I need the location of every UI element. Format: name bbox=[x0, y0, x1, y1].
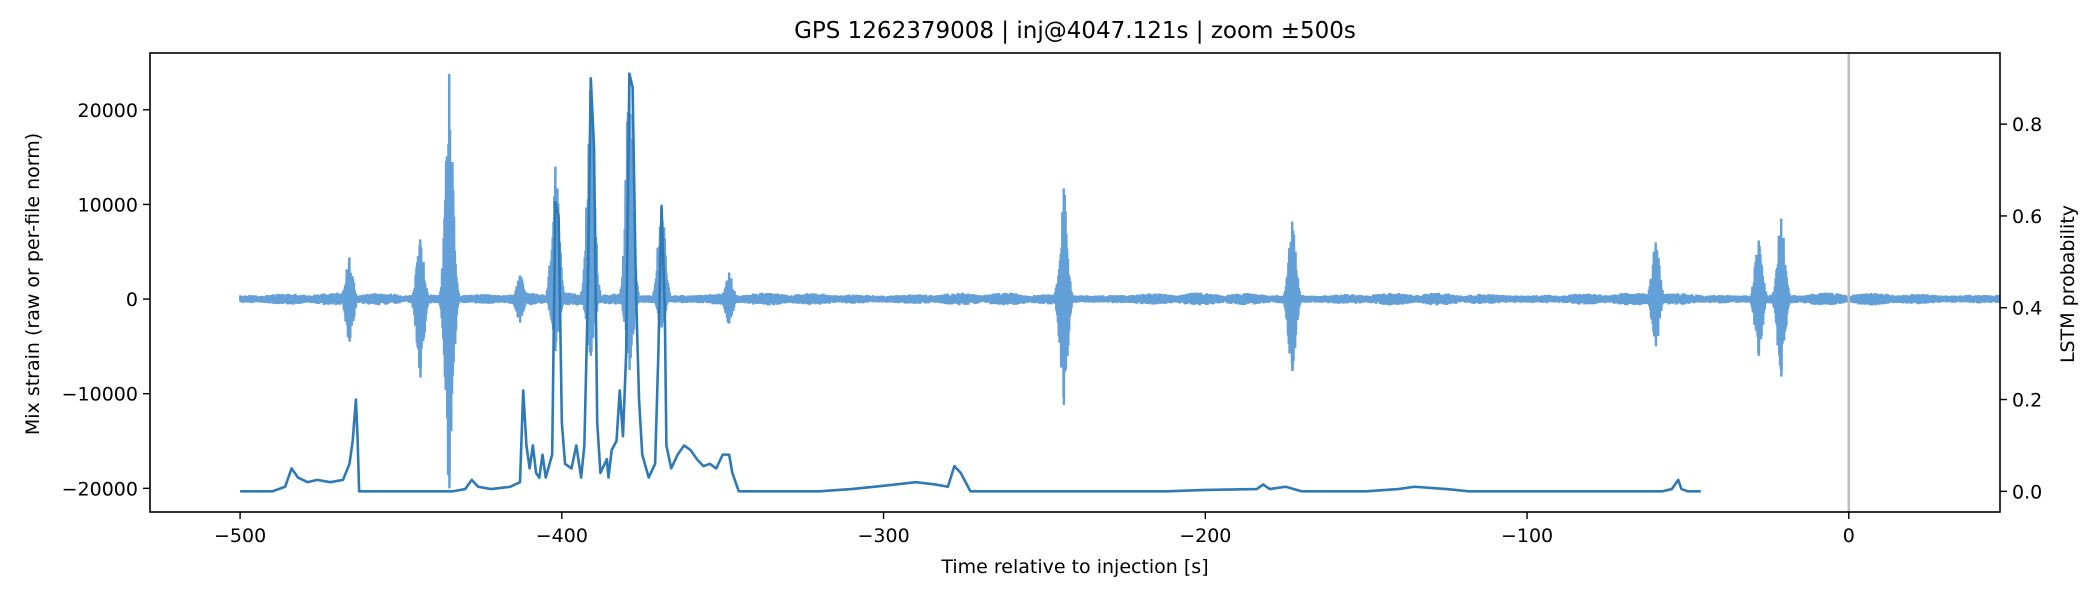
x-tick-label: −300 bbox=[857, 525, 909, 547]
y-left-tick-label: 10000 bbox=[78, 194, 138, 216]
y-left-tick-label: 0 bbox=[126, 289, 138, 311]
y-left-tick-label: −20000 bbox=[62, 478, 138, 500]
axes: −500 −400 −300 −200 −100 0 −20000 −10000 0 10000 2… bbox=[62, 52, 2042, 547]
x-tick-label: −200 bbox=[1179, 525, 1231, 547]
x-tick-label: 0 bbox=[1843, 525, 1855, 547]
plot-area bbox=[238, 53, 2000, 512]
series-line-mix-strain bbox=[238, 73, 2000, 489]
y-left-tick-label: 20000 bbox=[78, 100, 138, 122]
y-right-tick-label: 0.6 bbox=[2012, 206, 2042, 228]
plot-frame bbox=[149, 52, 2001, 513]
y-right-tick-label: 0.2 bbox=[2012, 390, 2042, 412]
x-axis-label: Time relative to injection [s] bbox=[940, 556, 1208, 578]
x-tick-label: −500 bbox=[214, 525, 266, 547]
y-left-tick-label: −10000 bbox=[62, 384, 138, 406]
y-axis-left-label: Mix strain (raw or per-file norm) bbox=[22, 133, 44, 435]
x-tick-label: −100 bbox=[1501, 525, 1553, 547]
y-axis-right-label: LSTM probability bbox=[2057, 205, 2079, 363]
x-tick-label: −400 bbox=[536, 525, 588, 547]
y-right-tick-label: 0.8 bbox=[2012, 114, 2042, 136]
y-right-tick-label: 0.0 bbox=[2012, 481, 2042, 503]
y-right-tick-label: 0.4 bbox=[2012, 298, 2042, 320]
chart-title: GPS 1262379008 | inj@4047.121s | zoom ±5… bbox=[794, 18, 1356, 44]
series-line-lstm-probability bbox=[240, 72, 1701, 493]
